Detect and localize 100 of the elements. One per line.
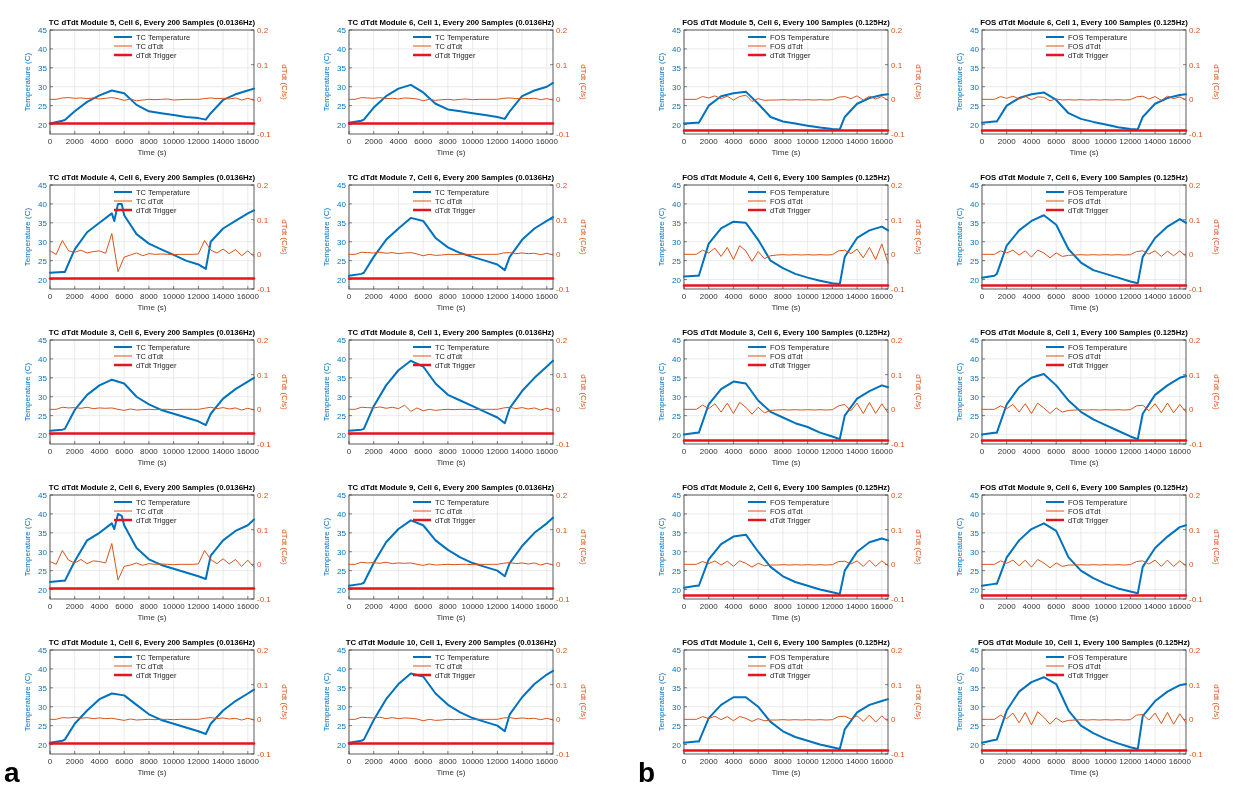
- x-tick-label: 2000: [65, 292, 85, 301]
- x-tick-label: 16000: [870, 447, 894, 456]
- x-tick-label: 14000: [510, 137, 534, 146]
- line-series: [49, 376, 255, 432]
- x-tick-label: 8000: [1072, 602, 1091, 611]
- x-tick-label: 14000: [845, 447, 869, 456]
- x-tick-label: 10000: [461, 602, 485, 611]
- y-tick-label: 45: [970, 646, 980, 655]
- x-tick-label: 8000: [1072, 292, 1091, 301]
- x-tick-label: 10000: [1094, 137, 1118, 146]
- x-tick-label: 0: [346, 292, 352, 301]
- y2-tick-label: 0.1: [1189, 370, 1201, 380]
- x-tick-label: 0: [47, 137, 53, 146]
- x-tick-label: 14000: [510, 447, 534, 456]
- x-tick-label: 2000: [997, 602, 1017, 611]
- y-tick-label: 30: [38, 547, 48, 557]
- x-tick-label: 10000: [796, 447, 820, 456]
- x-tick-label: 12000: [1119, 757, 1143, 766]
- x-tick-label: 10000: [162, 137, 186, 146]
- y2-tick-label: 0: [556, 405, 561, 415]
- line-series: [683, 714, 889, 723]
- y-tick-label: 25: [672, 256, 682, 266]
- x-axis-title: Time (s): [771, 613, 801, 622]
- x-axis-title: Time (s): [436, 458, 466, 467]
- x-axis-title: Time (s): [1069, 613, 1099, 622]
- y2-tick-label: 0.2: [257, 26, 269, 35]
- x-axis-title: Time (s): [436, 148, 466, 157]
- x-tick-label: 2000: [65, 602, 85, 611]
- x-tick-label: 10000: [796, 137, 820, 146]
- line-series: [981, 373, 1187, 441]
- x-tick-label: 12000: [821, 292, 845, 301]
- y-tick-label: 40: [970, 44, 980, 54]
- x-axis-title: Time (s): [137, 458, 167, 467]
- x-tick-label: 16000: [535, 757, 559, 766]
- y2-tick-label: 0.2: [891, 336, 903, 345]
- x-tick-label: 2000: [65, 137, 85, 146]
- x-tick-label: 14000: [845, 757, 869, 766]
- x-tick-label: 0: [47, 757, 53, 766]
- y-tick-label: 20: [337, 740, 347, 750]
- x-tick-label: 8000: [774, 292, 793, 301]
- y-tick-label: 25: [970, 721, 980, 731]
- x-tick-label: 14000: [510, 292, 534, 301]
- y2-axis-title: dTdt (C/s): [914, 684, 923, 721]
- y-tick-label: 30: [970, 82, 980, 92]
- y2-tick-label: 0: [556, 715, 561, 725]
- y2-axis-title: dTdt (C/s): [579, 374, 588, 411]
- y-tick-label: 40: [970, 509, 980, 519]
- y-tick-label: 20: [970, 275, 980, 285]
- x-tick-label: 6000: [414, 602, 433, 611]
- y2-tick-label: 0.2: [257, 646, 269, 655]
- x-tick-label: 16000: [535, 602, 559, 611]
- x-tick-label: 10000: [1094, 602, 1118, 611]
- x-tick-label: 8000: [439, 292, 458, 301]
- x-tick-label: 8000: [1072, 757, 1091, 766]
- y2-tick-label: 0: [257, 715, 262, 725]
- y-tick-label: 30: [38, 237, 48, 247]
- y2-tick-label: -0.1: [891, 285, 906, 294]
- y-tick-label: 35: [970, 683, 980, 693]
- y-tick-label: 40: [38, 44, 48, 54]
- x-tick-label: 4000: [724, 602, 743, 611]
- y-tick-label: 30: [38, 392, 48, 402]
- y-tick-label: 20: [337, 430, 347, 440]
- x-axis-title: Time (s): [1069, 303, 1099, 312]
- x-tick-label: 0: [681, 137, 687, 146]
- x-tick-label: 2000: [699, 757, 719, 766]
- y2-tick-label: 0.1: [257, 525, 269, 535]
- line-series: [981, 214, 1187, 285]
- x-tick-label: 14000: [845, 292, 869, 301]
- x-axis-title: Time (s): [137, 148, 167, 157]
- y-tick-label: 25: [970, 566, 980, 576]
- x-tick-label: 6000: [1047, 292, 1066, 301]
- y2-tick-label: -0.1: [257, 285, 272, 294]
- line-series: [683, 380, 889, 441]
- y-axis-title: Temperature (C): [322, 52, 331, 112]
- y-tick-label: 35: [38, 683, 48, 693]
- x-tick-label: 0: [346, 447, 352, 456]
- x-tick-label: 8000: [774, 757, 793, 766]
- x-tick-label: 0: [681, 447, 687, 456]
- x-tick-label: 12000: [1119, 602, 1143, 611]
- x-tick-label: 10000: [1094, 292, 1118, 301]
- x-axis-title: Time (s): [436, 303, 466, 312]
- x-tick-label: 12000: [486, 757, 510, 766]
- x-tick-label: 2000: [364, 292, 384, 301]
- x-tick-label: 8000: [774, 447, 793, 456]
- x-tick-label: 10000: [162, 757, 186, 766]
- y-tick-label: 25: [672, 721, 682, 731]
- line-series: [49, 512, 255, 583]
- line-series: [683, 220, 889, 286]
- x-axis-title: Time (s): [436, 768, 466, 777]
- y2-axis-title: dTdt (C/s): [1212, 64, 1221, 101]
- x-tick-label: 4000: [90, 292, 109, 301]
- y-tick-label: 30: [970, 702, 980, 712]
- y-tick-label: 45: [672, 336, 682, 345]
- line-series: [683, 243, 889, 264]
- y-tick-label: 30: [337, 392, 347, 402]
- x-tick-label: 10000: [461, 292, 485, 301]
- y-axis-title: Temperature (C): [955, 517, 964, 577]
- y-tick-label: 30: [38, 702, 48, 712]
- x-tick-label: 10000: [162, 292, 186, 301]
- x-tick-label: 14000: [1143, 757, 1167, 766]
